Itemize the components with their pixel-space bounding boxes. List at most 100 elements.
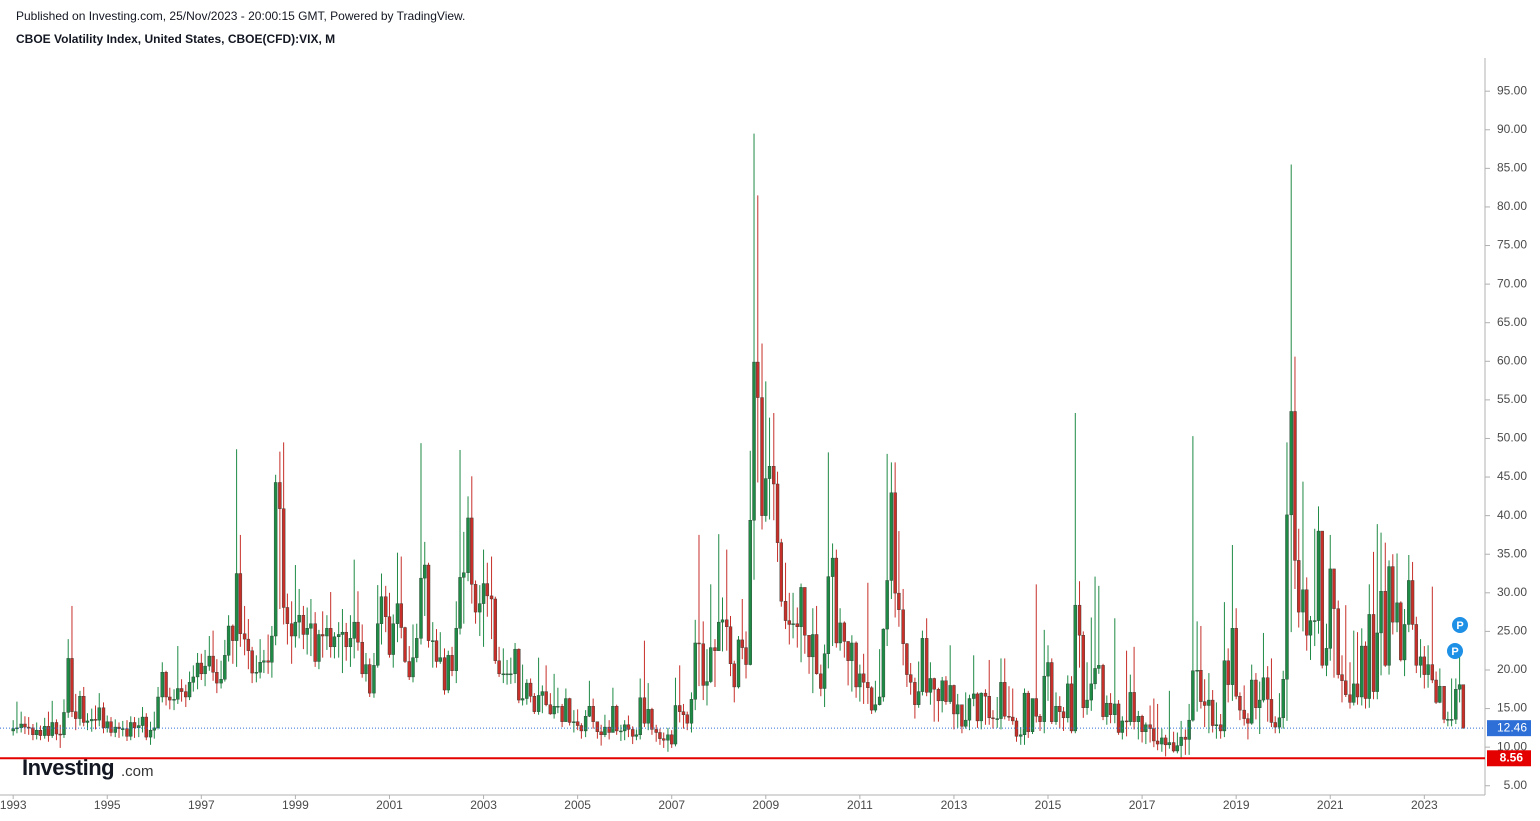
candle-body (481, 583, 486, 604)
x-tick-label: 2019 (1223, 798, 1250, 812)
candle-body (317, 634, 321, 662)
candle-body (328, 628, 333, 648)
candle-body (199, 662, 204, 675)
candle-body (478, 603, 482, 613)
candle-body (1434, 679, 1438, 703)
candle-body (834, 557, 839, 644)
candle-body (646, 709, 650, 724)
candle-body (595, 721, 600, 732)
candle-body (983, 692, 988, 697)
candle-body (129, 722, 133, 737)
candle-body (846, 641, 850, 661)
candle-body (967, 698, 972, 721)
candle-body (179, 688, 184, 692)
candle-body (725, 619, 729, 627)
logo-domain: .com (121, 763, 154, 780)
candle-body (1320, 530, 1324, 666)
candle-body (536, 695, 541, 712)
candle-body (226, 625, 231, 656)
candle-body (1214, 724, 1219, 726)
candle-body (838, 622, 842, 644)
candle-body (1042, 675, 1046, 722)
candle-body (811, 634, 815, 658)
candle-body (1344, 680, 1348, 695)
candle-body (1391, 566, 1395, 623)
candle-body (501, 673, 506, 676)
candle-body (160, 672, 164, 698)
candle-body (242, 633, 247, 640)
candle-body (466, 517, 470, 573)
candle-body (195, 662, 200, 678)
candle-body (1155, 740, 1160, 745)
candle-body (1148, 724, 1152, 729)
candle-body (489, 595, 494, 600)
candle-body (360, 641, 364, 675)
candle-body (540, 691, 545, 696)
candle-body (1003, 682, 1007, 717)
candle-body (607, 726, 611, 733)
candle-body (1046, 662, 1050, 677)
candle-body (756, 361, 760, 398)
candle-body (1261, 677, 1266, 701)
candle-body (932, 678, 936, 690)
candle-body (1407, 580, 1411, 625)
candle-body (1007, 716, 1011, 718)
candle-body (525, 682, 529, 699)
candle-body (113, 726, 117, 733)
candle-body (19, 723, 23, 729)
candle-body (273, 482, 278, 637)
candle-body (673, 705, 678, 745)
candle-body (720, 619, 725, 623)
candle-body (1195, 670, 1199, 672)
candle-body (705, 681, 709, 686)
y-tick-label: 60.00 (1497, 353, 1527, 367)
candle-body (975, 693, 980, 722)
candle-body (50, 722, 54, 736)
candle-body (1352, 683, 1356, 703)
candle-body (1069, 683, 1074, 732)
candle-body (1218, 724, 1223, 732)
candle-body (1030, 698, 1035, 732)
y-tick-label: 35.00 (1497, 546, 1527, 560)
candle-body (34, 729, 39, 736)
candle-body (1246, 718, 1250, 724)
candle-body (685, 714, 689, 724)
header: Published on Investing.com, 25/Nov/2023 … (16, 9, 465, 23)
plot-area (11, 133, 1466, 759)
candle-body (752, 361, 756, 521)
candle-body (1379, 591, 1383, 634)
candle-body (234, 573, 239, 641)
candle-body (611, 706, 615, 733)
candle-body (587, 706, 592, 717)
candle-body (1101, 665, 1105, 717)
candle-body (493, 598, 498, 661)
candle-body (148, 729, 153, 738)
candle-body (670, 734, 674, 745)
candle-body (1202, 701, 1207, 706)
candle-body (66, 658, 70, 713)
candle-body (281, 508, 286, 608)
candle-body (1449, 719, 1454, 721)
candle-body (1093, 668, 1097, 685)
candle-body (1414, 624, 1419, 666)
candle-body (431, 640, 435, 642)
event-marker (1447, 643, 1463, 659)
candle-body (101, 707, 106, 729)
candle-body (31, 727, 35, 736)
candle-body (1442, 685, 1446, 720)
candle-body (783, 601, 788, 621)
candle-body (795, 623, 799, 627)
candle-body (78, 696, 82, 719)
candle-body (309, 623, 313, 629)
last-price-box (1487, 720, 1531, 737)
candle-body (775, 483, 780, 543)
candle-body (1038, 716, 1042, 722)
candle-body (1328, 568, 1332, 649)
x-tick-label: 2001 (376, 798, 403, 812)
candle-body (415, 638, 419, 658)
candle-body (426, 564, 431, 641)
candle-body (97, 707, 101, 721)
candle-body (419, 577, 423, 639)
candle-body (399, 603, 403, 628)
